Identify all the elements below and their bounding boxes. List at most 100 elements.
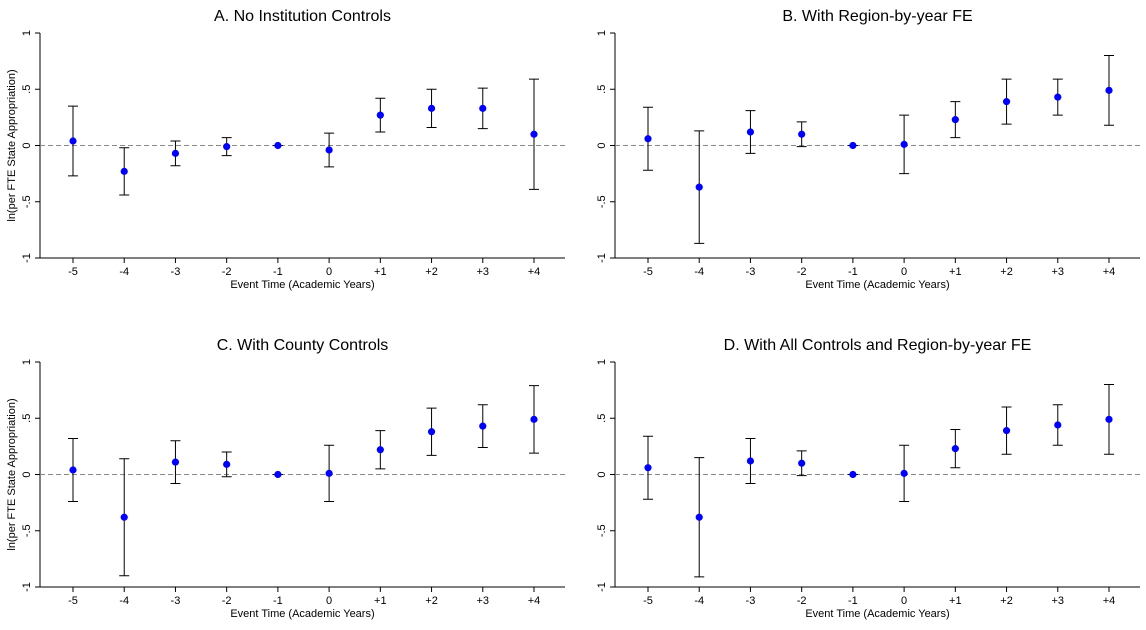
point [171, 149, 180, 157]
x-tick-label: -4 [694, 266, 704, 278]
y-tick-label: -.5 [21, 524, 33, 537]
point [223, 143, 231, 151]
point [849, 141, 857, 150]
point [1105, 415, 1113, 423]
y-tick-label: 0 [21, 471, 33, 477]
x-tick-label: -3 [171, 595, 181, 607]
chart-title: D. With All Controls and Region-by-year … [724, 337, 1032, 354]
point [427, 104, 436, 112]
x-axis-label: Event Time (Academic Years) [805, 279, 949, 291]
x-tick-label: -3 [746, 266, 756, 278]
y-axis-label: ln(per FTE State Appropriation) [6, 69, 18, 221]
point [171, 458, 180, 466]
point [644, 135, 652, 143]
chart-title: B. With Region-by-year FE [782, 8, 972, 25]
x-tick-label: 0 [901, 266, 907, 278]
point [644, 464, 652, 472]
x-tick-label: +3 [477, 595, 490, 607]
x-axis-label: Event Time (Academic Years) [230, 279, 374, 291]
x-tick-label: +2 [1000, 595, 1013, 607]
x-tick-label: -1 [848, 266, 858, 278]
point [849, 470, 857, 479]
x-tick-label: +3 [477, 266, 490, 278]
x-tick-label: -2 [797, 595, 807, 607]
point [325, 146, 333, 154]
x-tick-label: 0 [326, 266, 332, 278]
x-tick-label: -5 [68, 595, 78, 607]
x-tick-label: -2 [797, 266, 807, 278]
point [274, 470, 282, 479]
point [120, 167, 128, 175]
y-tick-label: 1 [21, 359, 33, 365]
y-tick-label: .5 [596, 85, 608, 94]
x-tick-label: +3 [1052, 266, 1065, 278]
y-tick-label: 1 [596, 30, 608, 36]
x-tick-label: +1 [374, 266, 387, 278]
point [223, 460, 231, 468]
y-axis-label: ln(per FTE State Appropriation) [6, 398, 18, 550]
x-tick-label: +1 [949, 266, 962, 278]
x-axis-label: Event Time (Academic Years) [805, 608, 949, 620]
point [479, 422, 487, 430]
chart-title: C. With County Controls [217, 337, 389, 354]
x-tick-label: +4 [528, 266, 541, 278]
x-tick-label: +4 [1103, 266, 1116, 278]
x-tick-label: -1 [273, 266, 283, 278]
y-tick-label: -1 [596, 582, 608, 592]
x-tick-label: 0 [901, 595, 907, 607]
x-tick-label: -2 [222, 266, 232, 278]
x-tick-label: -4 [119, 595, 129, 607]
x-tick-label: +2 [425, 266, 438, 278]
point [951, 445, 959, 453]
point [798, 459, 806, 467]
point [376, 446, 384, 454]
point [746, 128, 755, 136]
point [1054, 421, 1062, 429]
point [479, 104, 487, 112]
y-tick-label: -1 [596, 253, 608, 263]
point [69, 466, 77, 474]
x-tick-label: -5 [643, 266, 653, 278]
point [900, 140, 908, 148]
x-tick-label: -4 [119, 266, 129, 278]
x-tick-label: -3 [746, 595, 756, 607]
point [530, 130, 538, 138]
y-tick-label: 1 [21, 30, 33, 36]
point [746, 457, 755, 465]
y-tick-label: -.5 [596, 524, 608, 537]
point [427, 428, 436, 436]
chart-title: A. No Institution Controls [214, 8, 391, 25]
point [900, 469, 908, 477]
y-tick-label: 1 [596, 359, 608, 365]
y-tick-label: -.5 [21, 195, 33, 208]
x-tick-label: -2 [222, 595, 232, 607]
point [325, 469, 333, 477]
y-tick-label: -.5 [596, 195, 608, 208]
point [1002, 427, 1011, 435]
y-tick-label: -1 [21, 582, 33, 592]
x-tick-label: -5 [68, 266, 78, 278]
y-tick-label: 0 [596, 142, 608, 148]
x-tick-label: -1 [273, 595, 283, 607]
point [530, 415, 538, 423]
x-tick-label: -3 [171, 266, 181, 278]
x-tick-label: +4 [528, 595, 541, 607]
x-tick-label: +1 [949, 595, 962, 607]
x-tick-label: +3 [1052, 595, 1065, 607]
point [798, 130, 806, 138]
y-tick-label: .5 [21, 414, 33, 423]
point [376, 111, 384, 119]
point [695, 183, 703, 191]
y-tick-label: 0 [596, 471, 608, 477]
x-tick-label: +4 [1103, 595, 1116, 607]
x-axis-label: Event Time (Academic Years) [230, 608, 374, 620]
point [1002, 98, 1011, 106]
y-tick-label: 0 [21, 142, 33, 148]
x-tick-label: +2 [1000, 266, 1013, 278]
point [120, 513, 128, 521]
x-tick-label: +2 [425, 595, 438, 607]
x-tick-label: -4 [694, 595, 704, 607]
point [69, 137, 77, 145]
